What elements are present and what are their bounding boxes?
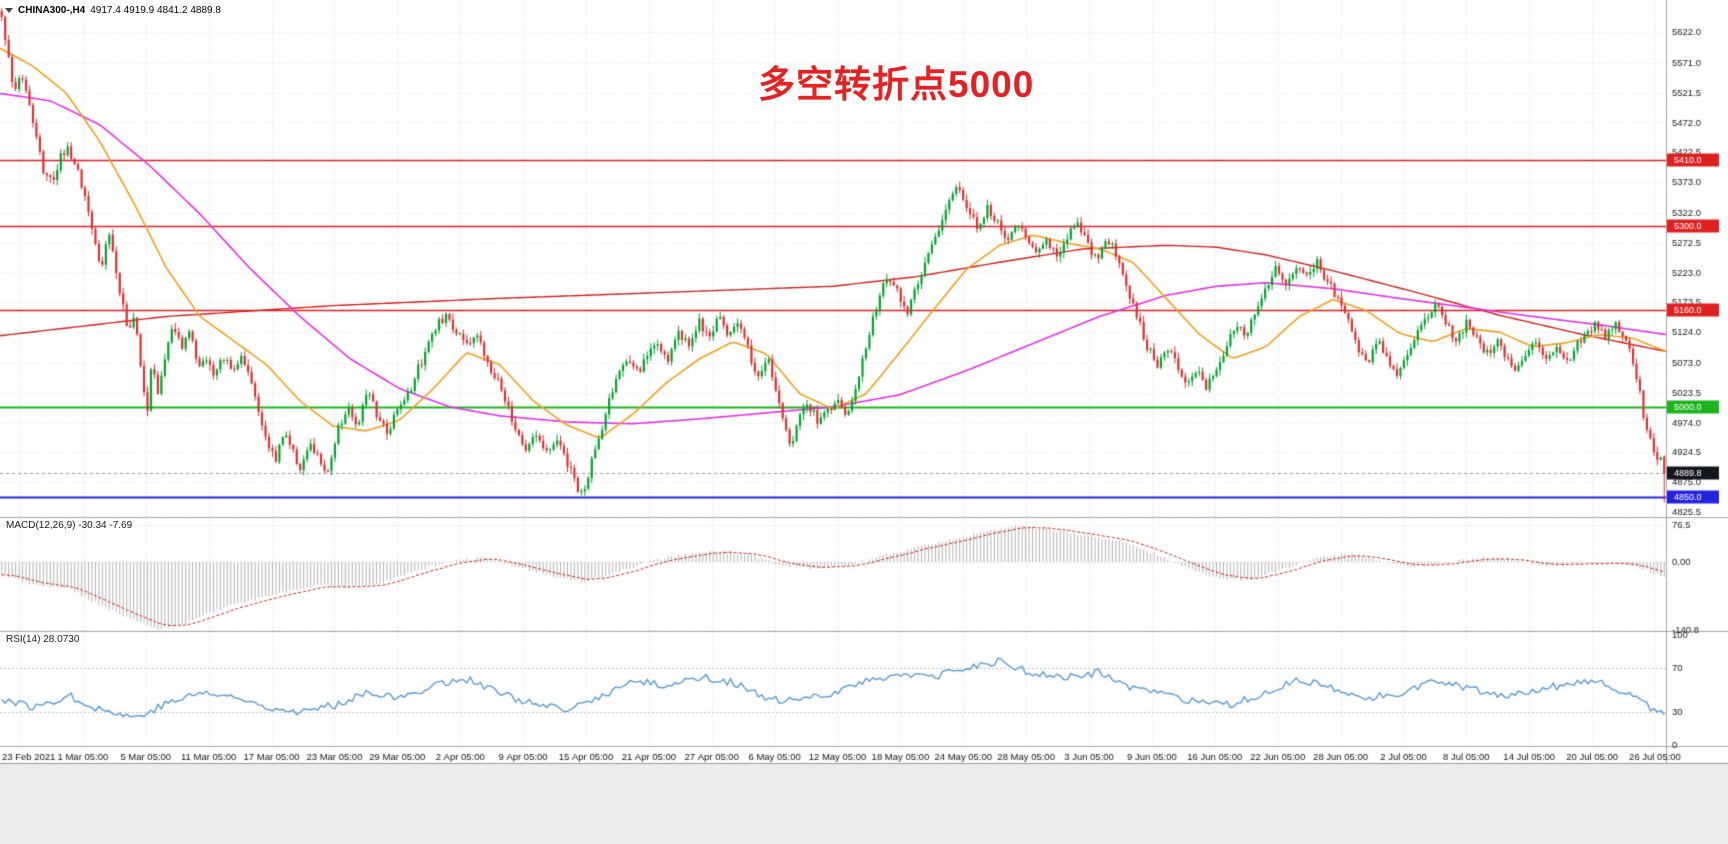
- symbol-info-bar: CHINA300-,H4 4917.4 4919.9 4841.2 4889.8: [5, 5, 221, 16]
- symbol-period-label: CHINA300-,H4: [18, 5, 86, 16]
- ohlc-values-label: 4917.4 4919.9 4841.2 4889.8: [90, 5, 221, 16]
- chart-dropdown-icon[interactable]: [5, 8, 13, 13]
- annotation-text: 多空转折点5000: [758, 64, 1035, 105]
- rsi-indicator-label: RSI(14) 28.0730: [6, 634, 80, 645]
- macd-indicator-label: MACD(12,26,9) -30.34 -7.69: [6, 520, 133, 531]
